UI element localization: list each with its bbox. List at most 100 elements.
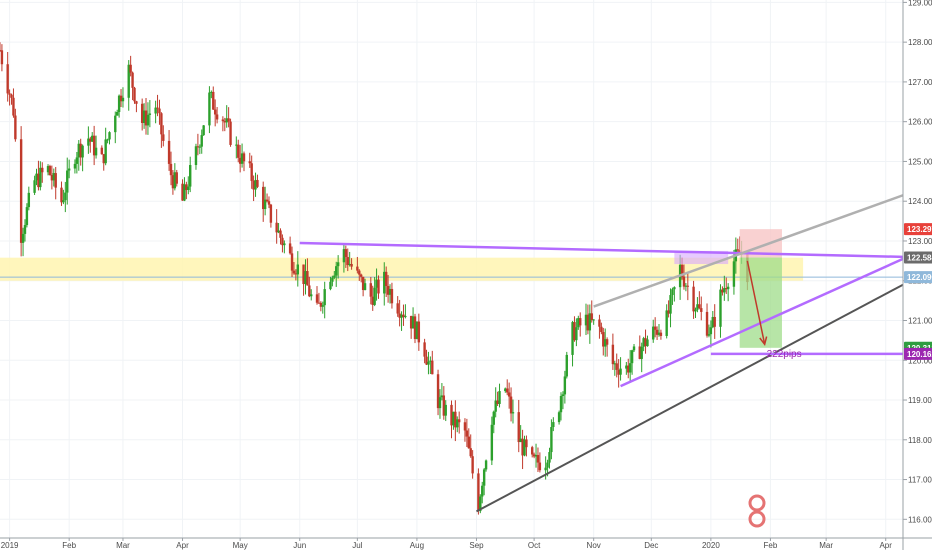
yellow-zone-band: [0, 257, 804, 281]
candle-body: [384, 271, 388, 287]
candle-body: [12, 97, 15, 116]
candle-body: [628, 363, 632, 373]
candle-body: [638, 346, 641, 359]
candle-body: [181, 183, 184, 201]
candle-body: [682, 276, 686, 287]
candle-body: [237, 144, 240, 158]
candle-body: [229, 121, 232, 145]
y-tick-label: 129.000: [908, 0, 932, 7]
price-tags: 123.297122.584122.090120.313120.162: [904, 223, 932, 360]
candle-body: [8, 93, 11, 95]
y-tick-label: 128.000: [908, 38, 932, 47]
candle-body: [644, 338, 647, 347]
candle-body: [194, 146, 198, 166]
candle-body: [41, 167, 44, 173]
candle-body: [630, 350, 634, 364]
candle-body: [615, 363, 618, 370]
candle-body: [454, 411, 457, 428]
candle-body: [579, 318, 582, 326]
candle-body: [482, 469, 486, 486]
resistance-box: [674, 250, 729, 265]
candle-body: [653, 326, 657, 330]
candle-body: [140, 103, 144, 123]
candle-body: [62, 200, 65, 203]
candle-body: [390, 288, 394, 304]
candle-body: [696, 304, 699, 310]
candle-body: [534, 454, 538, 457]
candle-body: [726, 286, 730, 290]
candle-body: [404, 315, 407, 318]
candle-body: [375, 279, 378, 288]
candle-body: [700, 308, 703, 312]
candle-body: [592, 319, 595, 321]
candle-body: [402, 314, 405, 318]
candle-body: [625, 365, 628, 369]
price-tag-label: 123.297: [907, 225, 932, 234]
candle-body: [571, 322, 574, 355]
candle-body: [602, 332, 605, 347]
candle-body: [694, 309, 697, 312]
candle-body: [77, 143, 80, 158]
candle-body: [386, 286, 390, 295]
candle-body: [481, 485, 484, 497]
x-tick-label: Dec: [644, 541, 658, 550]
candle-body: [588, 313, 592, 331]
candle-body: [719, 289, 722, 327]
x-tick-label: 2019: [1, 541, 19, 550]
candle-body: [81, 145, 84, 158]
x-tick-label: Feb: [764, 541, 778, 550]
candle-body: [248, 161, 251, 164]
candle-body: [519, 438, 522, 443]
candle-body: [525, 439, 528, 448]
candle-body: [344, 249, 348, 258]
candle-body: [494, 400, 497, 412]
candle-body: [400, 314, 403, 318]
logo-ring-bottom: [748, 510, 766, 528]
candle-body: [561, 394, 565, 397]
candle-body: [281, 237, 284, 246]
x-tick-label: 2020: [702, 541, 720, 550]
candle-body: [346, 257, 349, 266]
candle-body: [185, 184, 188, 190]
candle-body: [523, 439, 526, 456]
forecast-arrow: [746, 260, 766, 345]
candle-body: [162, 134, 165, 141]
candle-body: [66, 170, 69, 193]
candle-body: [114, 115, 117, 133]
candle-body: [467, 436, 470, 449]
candle-body: [198, 146, 202, 148]
candle-body: [440, 395, 444, 398]
candlestick-series: [0, 42, 749, 515]
candle-body: [171, 175, 175, 189]
candle-body: [317, 302, 321, 304]
candle-body: [504, 388, 507, 392]
candle-body: [142, 110, 146, 123]
candle-body: [148, 113, 152, 115]
candle-body: [256, 179, 259, 187]
candle-body: [732, 261, 736, 287]
candle-body: [360, 274, 363, 277]
candle-body: [275, 222, 278, 233]
candle-body: [557, 412, 561, 423]
candle-body: [413, 316, 417, 339]
candle-body: [348, 263, 351, 266]
candle-body: [10, 94, 13, 98]
candle-body: [655, 329, 659, 335]
candle-body: [584, 314, 588, 326]
candle-body: [425, 356, 428, 365]
candle-body: [269, 204, 273, 223]
candle-body: [0, 50, 2, 52]
candle-body: [306, 271, 309, 286]
candle-body: [640, 346, 643, 359]
x-tick-label: Apr: [879, 541, 892, 550]
candle-body: [705, 311, 709, 336]
candle-body: [67, 168, 71, 171]
candle-body: [736, 249, 739, 251]
candle-body: [632, 346, 636, 351]
candle-body: [465, 430, 469, 437]
candle-body: [563, 376, 567, 395]
candle-body: [417, 321, 421, 343]
candle-body: [279, 230, 282, 238]
candle-body: [356, 266, 359, 271]
